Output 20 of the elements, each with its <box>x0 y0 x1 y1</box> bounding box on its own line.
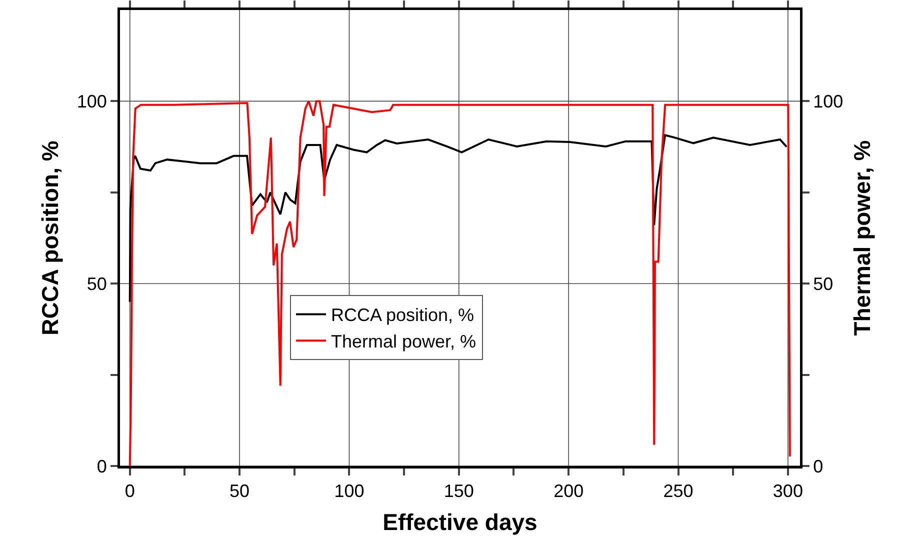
y-tick-label: 100 <box>76 92 107 112</box>
y2-tick-label: 0 <box>813 456 824 476</box>
y2-tick-label: 100 <box>813 92 844 112</box>
x-tick-label: 50 <box>230 481 250 502</box>
line-series <box>128 100 791 466</box>
y2-tick-label: 50 <box>813 274 834 294</box>
y-axis-title: RCCA position, % <box>37 140 64 336</box>
x-tick-label: 0 <box>124 481 135 502</box>
x-tick-label: 300 <box>772 481 803 502</box>
x-tick-label: 200 <box>554 481 584 502</box>
x-tick-label: 100 <box>334 481 364 502</box>
legend-label: Thermal power, % <box>331 332 476 352</box>
line-series <box>128 134 788 303</box>
legend-label: RCCA position, % <box>331 305 474 326</box>
x-axis-title: Effective days <box>382 508 538 535</box>
y2-axis-title: Thermal power, % <box>848 140 875 336</box>
x-tick-label: 250 <box>663 481 694 502</box>
x-tick-label: 150 <box>444 481 474 502</box>
y-tick-label: 50 <box>86 274 107 294</box>
y-tick-label: 0 <box>96 456 107 476</box>
